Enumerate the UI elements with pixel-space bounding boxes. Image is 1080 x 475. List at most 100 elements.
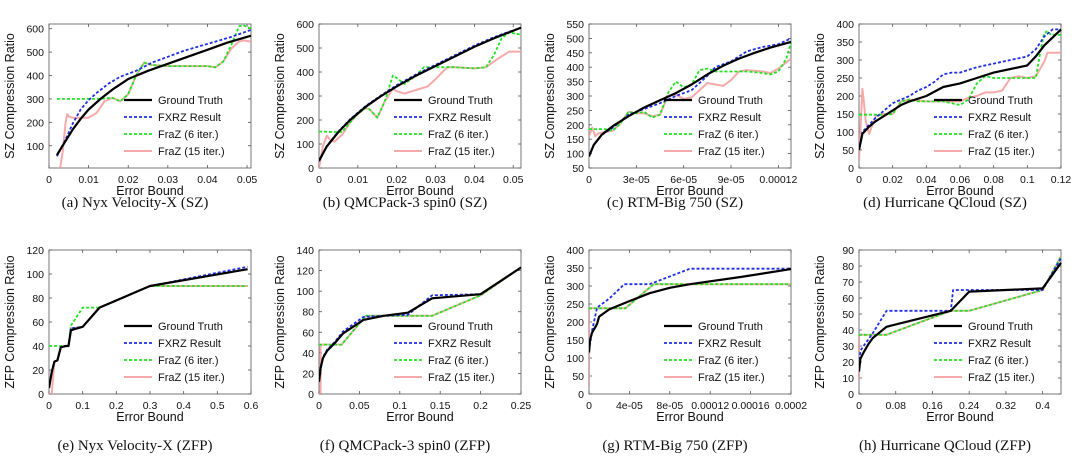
- series-line-fraz15: [859, 255, 1062, 380]
- chart-b-svg: 0 0.01 0.02 0.03 0.04 0.05 0 100 200 300 400 500 600…: [273, 19, 524, 198]
- chart-f-svg: 0 0.05 0.1 0.15 0.2 0.25 0 20 40 60 80 100 120 140 Err…: [273, 245, 532, 424]
- series-line-ground-truth: [859, 28, 1062, 151]
- series-line-fxrz: [589, 267, 791, 351]
- y-tick-label: 120: [296, 266, 314, 278]
- x-tick-label: 0.02: [882, 174, 903, 186]
- chart-caption: (f) QMCPack-3 spin0 (ZFP): [319, 438, 491, 454]
- y-tick-label: 50: [842, 309, 854, 321]
- y-tick-label: 70: [842, 277, 854, 289]
- x-tick-label: 0.1: [75, 400, 90, 412]
- y-tick-label: 500: [26, 47, 44, 59]
- series-line-fraz6: [319, 31, 522, 133]
- legend: Ground Truth FXRZ Result FraZ (6 iter.) Fra…: [124, 321, 225, 384]
- legend-label: Ground Truth: [158, 321, 223, 333]
- y-tick-label: 80: [842, 261, 854, 273]
- x-axis-label: Error Bound: [116, 410, 183, 424]
- y-tick-label: 120: [26, 245, 44, 257]
- x-axis-label: Error Bound: [386, 410, 453, 424]
- y-tick-label: 400: [296, 67, 314, 79]
- legend-label: FraZ (15 iter.): [968, 146, 1035, 158]
- x-axis-label: Error Bound: [926, 184, 993, 198]
- legend: Ground Truth FXRZ Result FraZ (6 iter.) Fra…: [664, 321, 765, 384]
- x-tick-label: 0.1: [392, 400, 407, 412]
- series-line-ground-truth: [55, 34, 252, 156]
- legend-label: FXRZ Result: [158, 338, 221, 350]
- x-tick-label: 0.05: [503, 174, 524, 186]
- x-tick-label: 0.2: [109, 400, 124, 412]
- x-tick-label: 0.01: [348, 174, 369, 186]
- legend: Ground Truth FXRZ Result FraZ (6 iter.) Fra…: [394, 95, 495, 158]
- x-tick-label: 0.24: [959, 400, 980, 412]
- legend-label: FraZ (15 iter.): [158, 372, 225, 384]
- legend-label: Ground Truth: [698, 321, 763, 333]
- chart-d-svg: 0 0.02 0.04 0.06 0.08 0.1 0.12 0 50 100 150 200 250 3…: [813, 19, 1071, 198]
- legend-label: FXRZ Result: [428, 338, 491, 350]
- x-tick-label: 0.5: [210, 400, 225, 412]
- y-tick-label: 400: [26, 71, 44, 83]
- chart-panel-b: 0 0.01 0.02 0.03 0.04 0.05 0 100 200 300 400 500 600…: [270, 0, 540, 237]
- x-tick-label: 0: [46, 400, 52, 412]
- x-tick-label: 0.2: [473, 400, 488, 412]
- chart-g-svg: 0 4e-05 8e-05 0.00012 0.00016 0.0002 0 50 100 150…: [543, 245, 807, 424]
- y-tick-label: 100: [26, 269, 44, 281]
- y-tick-label: 200: [566, 317, 584, 329]
- x-tick-label: 0.32: [996, 400, 1017, 412]
- x-tick-label: 0.1: [1020, 174, 1035, 186]
- y-axis-label: ZFP Compression Ratio: [3, 255, 17, 388]
- chart-panel-c: 0 3e-05 6e-05 9e-05 0.00012 50 100 150 200 250 300…: [540, 0, 810, 237]
- x-tick-label: 3e-05: [623, 174, 650, 186]
- legend-label: FXRZ Result: [158, 112, 221, 124]
- y-tick-label: 250: [836, 73, 854, 85]
- legend-label: FXRZ Result: [968, 338, 1031, 350]
- x-axis-label: Error Bound: [656, 184, 723, 198]
- y-tick-label: 350: [836, 37, 854, 49]
- x-tick-label: 0.06: [950, 174, 971, 186]
- y-axis-label: SZ Compression Ratio: [543, 33, 557, 159]
- y-tick-label: 80: [302, 307, 314, 319]
- legend-label: FXRZ Result: [698, 112, 761, 124]
- x-tick-label: 0.15: [430, 400, 451, 412]
- legend-label: FraZ (15 iter.): [428, 372, 495, 384]
- legend-label: FXRZ Result: [428, 112, 491, 124]
- x-tick-label: 0.25: [511, 400, 532, 412]
- chart-caption: (g) RTM-Big 750 (ZFP): [602, 438, 748, 454]
- legend-label: FraZ (15 iter.): [428, 146, 495, 158]
- series-line-fxrz: [56, 29, 252, 157]
- x-tick-label: 6e-05: [670, 174, 697, 186]
- y-tick-label: 40: [842, 325, 854, 337]
- y-axis-label: SZ Compression Ratio: [3, 33, 17, 159]
- x-tick-label: 0.00012: [691, 400, 729, 412]
- y-tick-label: 40: [302, 348, 314, 360]
- legend-label: FraZ (6 iter.): [428, 129, 489, 141]
- x-tick-label: 0: [316, 174, 322, 186]
- y-tick-label: 300: [836, 55, 854, 67]
- series-line-ground-truth: [319, 26, 522, 162]
- legend-label: FraZ (6 iter.): [428, 355, 489, 367]
- y-tick-label: 140: [296, 245, 314, 257]
- chart-caption: (d) Hurricane QCloud (SZ): [863, 195, 1027, 211]
- plot-frame: [858, 249, 1062, 395]
- y-tick-label: 20: [32, 365, 44, 377]
- legend-label: FraZ (6 iter.): [968, 129, 1029, 141]
- chart-panel-g: 0 4e-05 8e-05 0.00012 0.00016 0.0002 0 50 100 150…: [540, 238, 810, 475]
- y-axis-label: ZFP Compression Ratio: [543, 255, 557, 388]
- x-tick-label: 0.6: [244, 400, 259, 412]
- y-tick-label: 450: [566, 48, 584, 60]
- y-tick-label: 50: [842, 145, 854, 157]
- chart-caption: (h) Hurricane QCloud (ZFP): [858, 438, 1032, 454]
- x-tick-label: 0.3: [143, 400, 158, 412]
- y-tick-label: 300: [296, 91, 314, 103]
- x-tick-label: 0.02: [118, 174, 139, 186]
- chart-caption: (a) Nyx Velocity-X (SZ): [61, 195, 209, 211]
- y-tick-label: 200: [26, 117, 44, 129]
- x-axis-label: Error Bound: [116, 184, 183, 198]
- legend: Ground Truth FXRZ Result FraZ (6 iter.) Fra…: [934, 95, 1035, 158]
- y-tick-label: 600: [296, 19, 314, 31]
- y-tick-label: 550: [566, 19, 584, 31]
- y-tick-label: 90: [842, 245, 854, 257]
- legend-label: FraZ (15 iter.): [698, 372, 765, 384]
- legend: Ground Truth FXRZ Result FraZ (6 iter.) Fra…: [664, 95, 765, 158]
- x-tick-label: 0: [316, 400, 322, 412]
- legend-label: Ground Truth: [968, 95, 1033, 107]
- legend: Ground Truth FXRZ Result FraZ (6 iter.) Fra…: [934, 321, 1035, 384]
